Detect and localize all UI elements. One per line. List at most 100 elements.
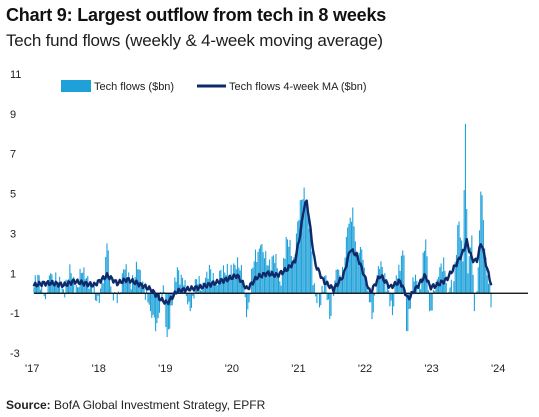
weekly-flow-bar: [47, 282, 49, 294]
weekly-flow-bar: [283, 257, 285, 294]
x-tick-label: '18: [92, 363, 106, 375]
weekly-flow-bar: [309, 233, 312, 294]
weekly-flow-bar: [405, 293, 408, 332]
weekly-flow-bar: [274, 262, 276, 294]
weekly-flow-bar: [201, 290, 203, 294]
weekly-flow-bar: [108, 276, 111, 294]
weekly-flow-bar: [473, 293, 475, 312]
weekly-flow-bar: [297, 221, 299, 294]
weekly-flow-bar: [427, 290, 429, 294]
weekly-flow-bar: [193, 293, 195, 299]
weekly-flow-bar: [454, 261, 456, 294]
weekly-flow-bar: [178, 270, 180, 294]
weekly-flow-bar: [224, 272, 226, 294]
weekly-flow-bar: [265, 251, 267, 294]
weekly-flow-bar: [103, 277, 105, 294]
weekly-flow-bar: [133, 280, 135, 294]
weekly-flow-bar: [39, 289, 41, 294]
y-tick-label: -3: [10, 348, 20, 360]
weekly-flow-bar: [430, 293, 432, 311]
weekly-flow-bar: [100, 288, 102, 294]
weekly-flow-bar: [292, 260, 294, 294]
weekly-flow-bar: [281, 271, 283, 294]
weekly-flow-bar: [185, 293, 187, 297]
weekly-flow-bar: [408, 293, 410, 310]
weekly-flow-bar: [62, 289, 64, 294]
weekly-flow-bar: [276, 268, 278, 294]
weekly-flow-bar: [234, 265, 236, 294]
weekly-flow-bar: [83, 267, 85, 294]
weekly-flow-bar: [258, 248, 260, 294]
weekly-flow-bar: [295, 233, 297, 294]
weekly-flow-bar: [397, 278, 399, 294]
weekly-flow-bar: [471, 235, 473, 294]
weekly-flow-bar: [477, 267, 479, 294]
weekly-flow-bar: [439, 267, 441, 294]
weekly-flow-bar: [353, 226, 355, 294]
weekly-flow-bar: [78, 287, 80, 294]
weekly-flow-bar: [277, 276, 280, 294]
weekly-flow-bar: [151, 293, 153, 318]
weekly-flow-bar: [315, 293, 317, 297]
x-tick-label: '24: [491, 363, 505, 375]
weekly-flow-bar: [73, 276, 75, 294]
weekly-flow-bar: [57, 282, 59, 294]
weekly-flow-bar: [393, 293, 395, 307]
weekly-flow-bar: [211, 281, 213, 294]
weekly-flow-bar: [371, 293, 373, 320]
weekly-flow-bar: [106, 243, 108, 294]
weekly-flow-bar: [91, 282, 93, 294]
weekly-flow-bar: [313, 283, 315, 294]
weekly-flow-bar: [340, 280, 342, 294]
weekly-flow-bar: [93, 285, 95, 294]
weekly-flow-bar: [381, 266, 383, 294]
weekly-flow-bar: [116, 293, 118, 304]
weekly-flow-bar: [112, 293, 114, 301]
weekly-flow-bar: [293, 257, 295, 294]
weekly-flow-bar: [247, 293, 249, 310]
weekly-flow-bar: [117, 291, 120, 294]
weekly-flow-bar: [414, 274, 417, 294]
weekly-flow-bar: [298, 219, 300, 294]
weekly-flow-bar: [468, 256, 470, 294]
weekly-flow-bar: [140, 287, 143, 294]
weekly-flow-bar: [350, 221, 353, 294]
weekly-flow-bar: [126, 278, 129, 294]
weekly-flow-bar: [386, 285, 388, 294]
weekly-flow-bar: [443, 257, 445, 294]
weekly-flow-bar: [221, 277, 223, 294]
weekly-flow-bar: [244, 293, 246, 298]
weekly-flow-bar: [56, 283, 58, 294]
weekly-flow-bar: [162, 285, 164, 294]
weekly-flow-bar: [357, 255, 359, 294]
weekly-flow-bar: [403, 255, 405, 294]
weekly-flow-bar: [299, 200, 301, 294]
weekly-flow-bar: [170, 293, 172, 306]
weekly-flow-bar: [203, 287, 205, 294]
weekly-flow-bar: [373, 293, 376, 296]
source-note: Source: BofA Global Investment Strategy,…: [6, 398, 265, 412]
weekly-flow-bar: [453, 281, 455, 294]
weekly-flow-bar: [341, 266, 344, 294]
weekly-flow-bar: [180, 274, 182, 294]
weekly-flow-bar: [206, 271, 208, 294]
weekly-flow-bar: [330, 293, 332, 316]
weekly-flow-bar: [254, 249, 257, 294]
weekly-flow-bar: [367, 291, 369, 294]
weekly-flow-bar: [455, 254, 458, 294]
weekly-flow-bar: [484, 248, 486, 294]
source-text: BofA Global Investment Strategy, EPFR: [54, 398, 266, 412]
weekly-flow-bar: [139, 270, 141, 294]
weekly-flow-bar: [158, 293, 161, 313]
weekly-flow-bar: [64, 293, 66, 298]
weekly-flow-bar: [96, 293, 98, 302]
weekly-flow-bar: [294, 254, 296, 294]
weekly-flow-bar: [199, 290, 201, 294]
weekly-flow-bar: [311, 251, 313, 294]
weekly-flow-bar: [359, 246, 362, 294]
weekly-flow-bar: [240, 265, 242, 294]
weekly-flow-bar: [423, 250, 426, 294]
weekly-flow-bar: [146, 289, 148, 294]
weekly-flow-bar: [107, 250, 109, 294]
